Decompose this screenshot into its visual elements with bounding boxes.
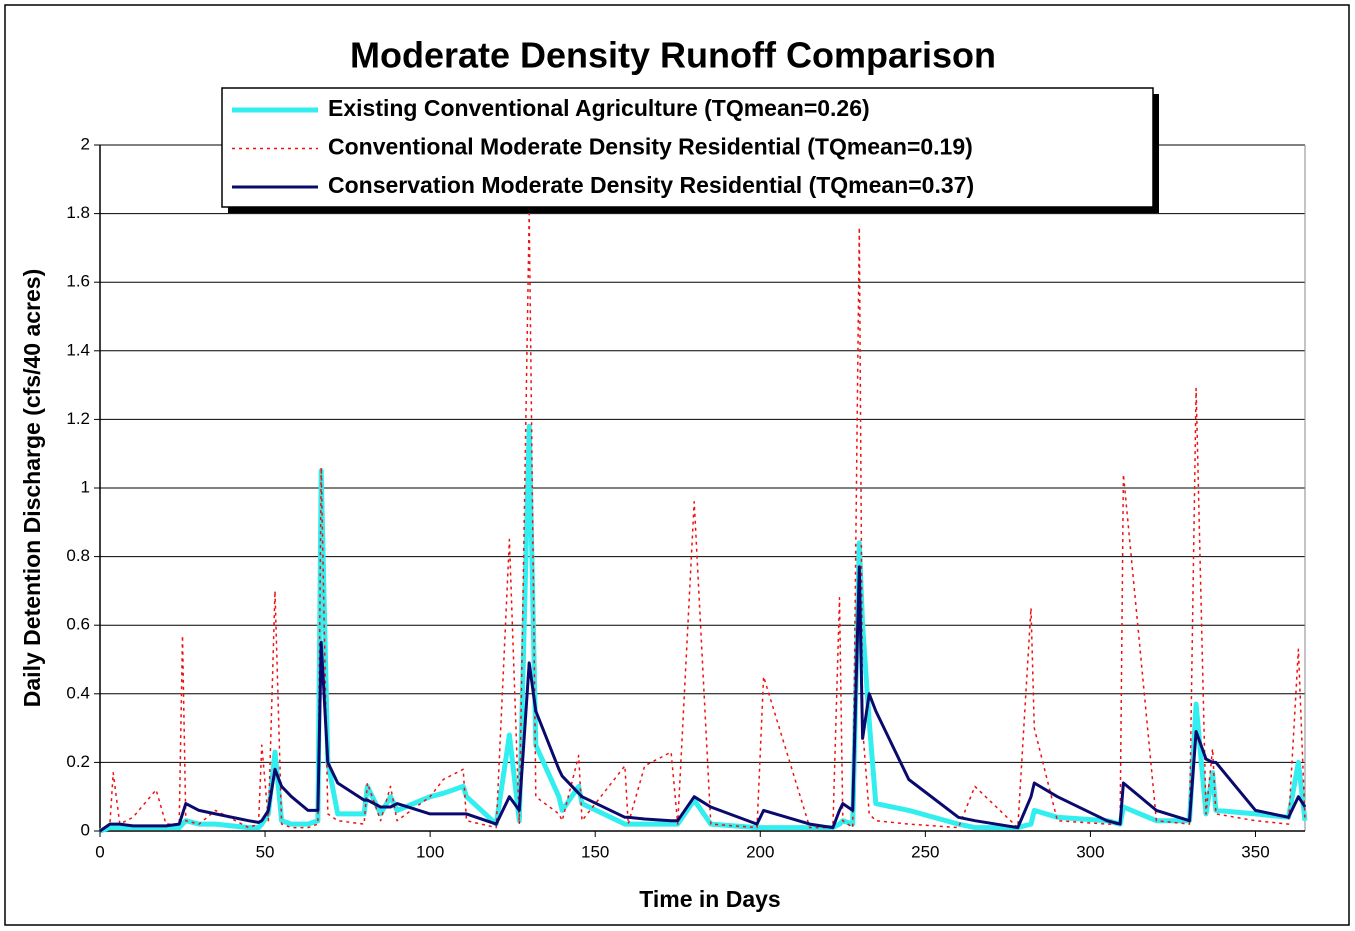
- legend-label: Conservation Moderate Density Residentia…: [328, 172, 974, 198]
- x-axis-label: Time in Days: [639, 886, 780, 912]
- legend-box: [221, 87, 1154, 208]
- y-tick-label: 0.2: [66, 752, 90, 771]
- y-axis-label: Daily Detention Discharge (cfs/40 acres): [19, 269, 45, 707]
- x-tick-label: 100: [416, 842, 444, 861]
- x-tick-label: 150: [581, 842, 609, 861]
- x-tick-label: 300: [1076, 842, 1104, 861]
- x-tick-label: 200: [746, 842, 774, 861]
- series-line: [99, 565, 1307, 833]
- y-tick-label: 0: [81, 820, 90, 839]
- legend-label: Existing Conventional Agriculture (TQmea…: [328, 95, 870, 121]
- y-tick-label: 1.8: [66, 203, 90, 222]
- series-line: [99, 423, 1308, 834]
- y-tick-label: 0.8: [66, 546, 90, 565]
- y-tick-label: 1.6: [66, 272, 90, 291]
- x-tick-label: 250: [911, 842, 939, 861]
- y-tick-label: 0.6: [66, 615, 90, 634]
- y-tick-label: 2: [81, 134, 90, 153]
- y-tick-label: 1.2: [66, 409, 90, 428]
- x-tick-label: 0: [95, 842, 104, 861]
- y-tick-label: 0.4: [66, 683, 90, 702]
- legend-label: Conventional Moderate Density Residentia…: [328, 134, 973, 160]
- chart-title: Moderate Density Runoff Comparison: [350, 35, 996, 76]
- y-tick-label: 1: [81, 477, 90, 496]
- x-tick-label: 50: [256, 842, 275, 861]
- y-tick-label: 1.4: [66, 340, 90, 359]
- x-tick-label: 350: [1241, 842, 1269, 861]
- legend: Existing Conventional Agriculture (TQmea…: [221, 87, 1159, 213]
